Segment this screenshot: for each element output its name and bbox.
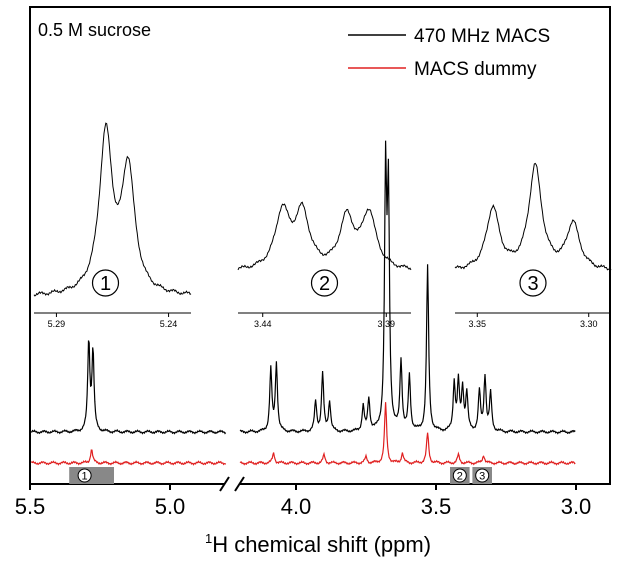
inset-tick-label-2: 3.44 xyxy=(254,319,272,329)
inset-label-2: 2 xyxy=(319,273,330,295)
inset-tick-label-3: 3.30 xyxy=(580,319,598,329)
spectrum-left-segment-dummy xyxy=(30,449,227,466)
legend-label-macs: 470 MHz MACS xyxy=(414,26,550,47)
inset-label-3: 3 xyxy=(527,273,538,295)
inset-spectrum-3 xyxy=(454,162,612,272)
x-axis-label: 1H chemical shift (ppm) xyxy=(205,531,431,557)
region-marker-label-2: 2 xyxy=(457,471,463,483)
series-layer xyxy=(30,140,576,466)
x-tick-label: 5.0 xyxy=(155,494,186,519)
spectrum-right-segment-macs xyxy=(239,140,576,435)
inset-tick-label-1: 5.29 xyxy=(48,319,66,329)
sample-label: 0.5 M sucrose xyxy=(38,20,151,40)
inset-tick-label-2: 3.39 xyxy=(378,319,396,329)
region-marker-label-1: 1 xyxy=(82,471,88,483)
x-tick-label: 3.5 xyxy=(421,494,452,519)
inset-circle-2 xyxy=(310,269,339,297)
x-tick-label: 3.0 xyxy=(561,494,592,519)
spectrum-right-segment-dummy xyxy=(239,402,576,466)
marker-layer: 1 2 3 xyxy=(69,467,492,484)
x-tick-layer: 5.5 5.0 4.0 3.5 3.0 xyxy=(15,484,592,519)
inset-layer: 5.29 5.24 1 3.44 3.39 2 3.35 3.30 3 xyxy=(33,122,612,329)
x-axis-label-superscript: 1 xyxy=(205,531,212,546)
inset-circle-1 xyxy=(91,269,120,297)
region-marker-label-3: 3 xyxy=(479,471,485,483)
inset-tick-label-1: 5.24 xyxy=(160,319,178,329)
plot-frame xyxy=(29,6,611,485)
inset-spectrum-2 xyxy=(237,201,412,271)
inset-label-1: 1 xyxy=(100,273,111,295)
region-marker-circle-2 xyxy=(452,468,467,483)
legend-label-dummy: MACS dummy xyxy=(414,59,537,80)
inset-circle-3 xyxy=(519,269,547,297)
legend: 470 MHz MACS MACS dummy xyxy=(348,26,550,80)
axis-break-mark xyxy=(219,476,245,492)
region-marker-circle-1 xyxy=(77,468,92,483)
x-axis-label-text: H chemical shift (ppm) xyxy=(212,532,431,557)
x-tick-label: 4.0 xyxy=(281,494,312,519)
spectrum-left-segment-macs xyxy=(31,340,227,435)
x-tick-label: 5.5 xyxy=(15,494,46,519)
inset-tick-label-3: 3.35 xyxy=(469,319,487,329)
inset-spectrum-1 xyxy=(33,122,192,297)
region-marker-circle-3 xyxy=(475,468,490,483)
